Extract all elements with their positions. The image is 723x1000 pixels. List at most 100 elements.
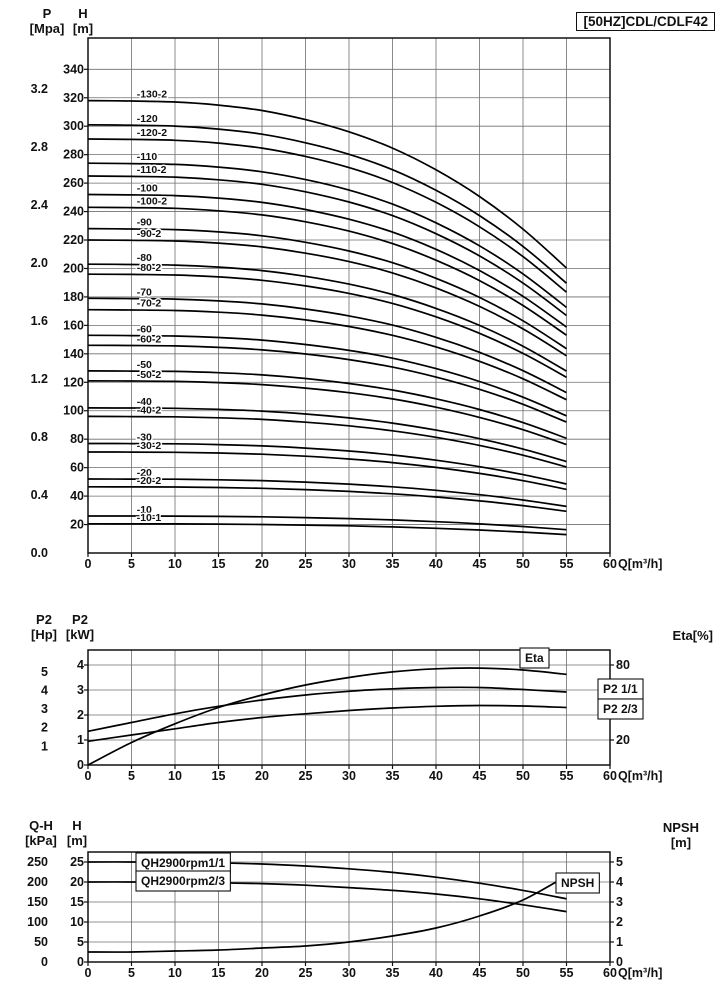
svg-text:Q[m³/h]: Q[m³/h]	[618, 966, 662, 980]
svg-text:35: 35	[386, 557, 400, 571]
svg-text:40: 40	[70, 489, 84, 503]
svg-text:50: 50	[516, 966, 530, 980]
svg-text:-50-2: -50-2	[137, 369, 162, 381]
svg-text:4: 4	[616, 875, 623, 889]
h-axis-label: H	[78, 6, 88, 21]
svg-text:60: 60	[70, 461, 84, 475]
curve--70	[87, 297, 567, 394]
svg-text:-70: -70	[137, 286, 152, 298]
p2-kw-axis-unit: [kW]	[65, 627, 95, 642]
curve--50-2	[87, 380, 567, 446]
annotation-p2-1-1: P2 1/1	[603, 682, 638, 696]
svg-text:15: 15	[212, 557, 226, 571]
p-axis-label: P	[42, 6, 52, 21]
curve--100-2	[87, 206, 567, 336]
svg-text:Q[m³/h]: Q[m³/h]	[618, 769, 662, 783]
svg-text:5: 5	[41, 665, 48, 679]
svg-text:-50: -50	[137, 359, 152, 371]
svg-text:-90: -90	[137, 217, 152, 229]
curve--10	[87, 515, 567, 531]
svg-text:-60: -60	[137, 323, 152, 335]
svg-text:-110: -110	[137, 151, 158, 163]
annotation-qh2900rpm2-3-box	[135, 870, 231, 892]
svg-text:260: 260	[63, 176, 84, 190]
svg-text:15: 15	[212, 769, 226, 783]
svg-text:-70-2: -70-2	[137, 298, 162, 310]
curve--70-2	[87, 308, 567, 401]
svg-text:0: 0	[85, 769, 92, 783]
annotation-eta: Eta	[525, 651, 544, 665]
svg-text:0: 0	[77, 955, 84, 969]
curve--30-2	[87, 451, 567, 491]
annotation-eta-box	[519, 647, 550, 669]
svg-text:4: 4	[77, 658, 84, 672]
svg-text:180: 180	[63, 290, 84, 304]
svg-text:-10-1: -10-1	[137, 512, 162, 524]
svg-text:55: 55	[560, 557, 574, 571]
svg-text:10: 10	[70, 915, 84, 929]
svg-text:2: 2	[616, 915, 623, 929]
svg-text:250: 250	[27, 855, 48, 869]
svg-text:-40: -40	[137, 396, 152, 408]
p2-hp-axis-label: P2	[36, 612, 52, 627]
svg-text:150: 150	[27, 895, 48, 909]
svg-text:0.8: 0.8	[31, 430, 48, 444]
qh-m-axis-label: H	[72, 818, 82, 833]
svg-text:25: 25	[299, 557, 313, 571]
npsh-axis-label: NPSH	[662, 820, 699, 835]
svg-text:3: 3	[77, 683, 84, 697]
curve--60-2	[87, 344, 567, 423]
svg-text:25: 25	[299, 966, 313, 980]
svg-text:0.4: 0.4	[31, 488, 48, 502]
curve--130-2	[87, 99, 568, 269]
svg-text:35: 35	[386, 769, 400, 783]
svg-text:200: 200	[63, 261, 84, 275]
svg-text:200: 200	[27, 875, 48, 889]
npsh-axis-unit: [m]	[670, 835, 692, 850]
p2-kw-axis-label: P2	[72, 612, 88, 627]
svg-text:140: 140	[63, 347, 84, 361]
svg-text:-40-2: -40-2	[137, 404, 162, 416]
svg-text:80: 80	[70, 432, 84, 446]
curve--40	[87, 407, 567, 463]
chart-power-eta: 0 5 10 15 20 25 30 35 40 45 50 55 60 Q[m³/h]012341234…	[41, 647, 662, 783]
svg-text:1: 1	[616, 935, 623, 949]
curve--50	[87, 370, 567, 440]
svg-text:15: 15	[70, 895, 84, 909]
svg-text:20: 20	[255, 557, 269, 571]
svg-text:0: 0	[85, 966, 92, 980]
curve--110-2	[87, 175, 568, 317]
svg-text:55: 55	[560, 769, 574, 783]
curve-npsh	[87, 875, 567, 953]
npsh-axis-header: NPSH [m]	[663, 820, 699, 850]
power-chart-axis-header: P2 P2 [Hp] [kW]	[26, 612, 98, 642]
annotation-npsh-box	[555, 872, 600, 894]
p2-hp-axis-unit: [Hp]	[31, 627, 57, 642]
svg-text:100: 100	[27, 915, 48, 929]
svg-text:0: 0	[616, 955, 623, 969]
svg-text:45: 45	[473, 557, 487, 571]
svg-text:-120: -120	[137, 113, 158, 125]
svg-text:-100: -100	[137, 182, 158, 194]
svg-text:60: 60	[603, 557, 617, 571]
annotation-p2-2-3: P2 2/3	[603, 702, 638, 716]
curve--80	[87, 263, 567, 372]
svg-text:20: 20	[255, 966, 269, 980]
svg-text:340: 340	[63, 62, 84, 76]
svg-text:20: 20	[70, 875, 84, 889]
curve--10-1	[87, 522, 567, 536]
curve--100	[87, 193, 567, 328]
svg-text:50: 50	[34, 935, 48, 949]
svg-text:-60-2: -60-2	[137, 333, 162, 345]
svg-text:50: 50	[516, 769, 530, 783]
curve--120	[87, 123, 568, 284]
svg-text:45: 45	[473, 966, 487, 980]
svg-text:1: 1	[77, 733, 84, 747]
svg-text:280: 280	[63, 148, 84, 162]
svg-text:-110-2: -110-2	[137, 164, 167, 176]
chart-main-qh: 0 5 10 15 20 25 30 35 40 45 50 55 60 Q[m³/h]204060801…	[31, 37, 662, 571]
svg-text:-90-2: -90-2	[137, 228, 162, 240]
svg-text:-80-2: -80-2	[137, 262, 162, 274]
svg-text:25: 25	[299, 769, 313, 783]
